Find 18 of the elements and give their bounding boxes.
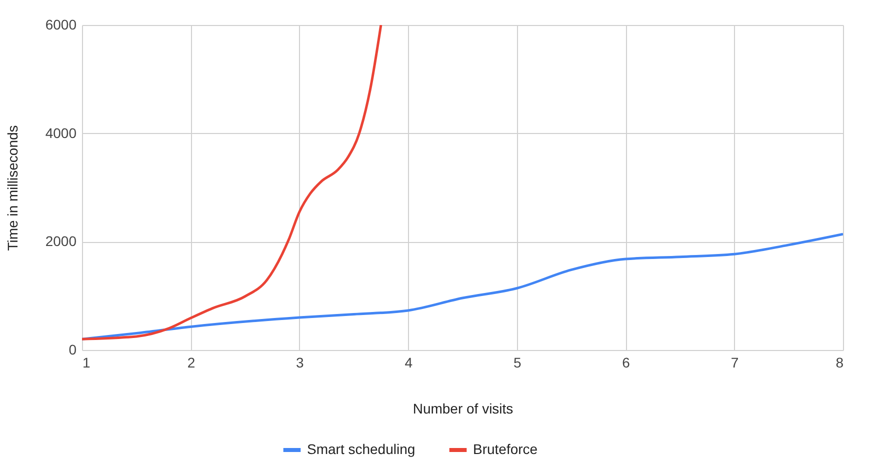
x-tick-label: 7: [730, 354, 739, 370]
y-tick-label: 6000: [45, 16, 77, 32]
legend-label: Smart scheduling: [307, 441, 416, 457]
y-axis-title: Time in milliseconds: [4, 125, 20, 251]
x-tick-label: 5: [513, 354, 522, 370]
y-tick-label: 0: [68, 342, 77, 358]
x-tick-label: 8: [836, 354, 844, 370]
line-series: [82, 232, 843, 340]
y-tick-label: 2000: [45, 233, 77, 250]
legend-label: Bruteforce: [473, 441, 538, 457]
y-tick-label: 4000: [45, 124, 77, 141]
x-tick-label: 2: [187, 354, 196, 370]
x-tick-label: 3: [296, 354, 304, 370]
x-axis-title: Number of visits: [412, 400, 514, 416]
x-tick-label: 1: [82, 354, 90, 370]
line-series: [82, 25, 382, 340]
x-tick-label: 4: [404, 354, 413, 370]
x-tick-label: 6: [622, 354, 630, 370]
